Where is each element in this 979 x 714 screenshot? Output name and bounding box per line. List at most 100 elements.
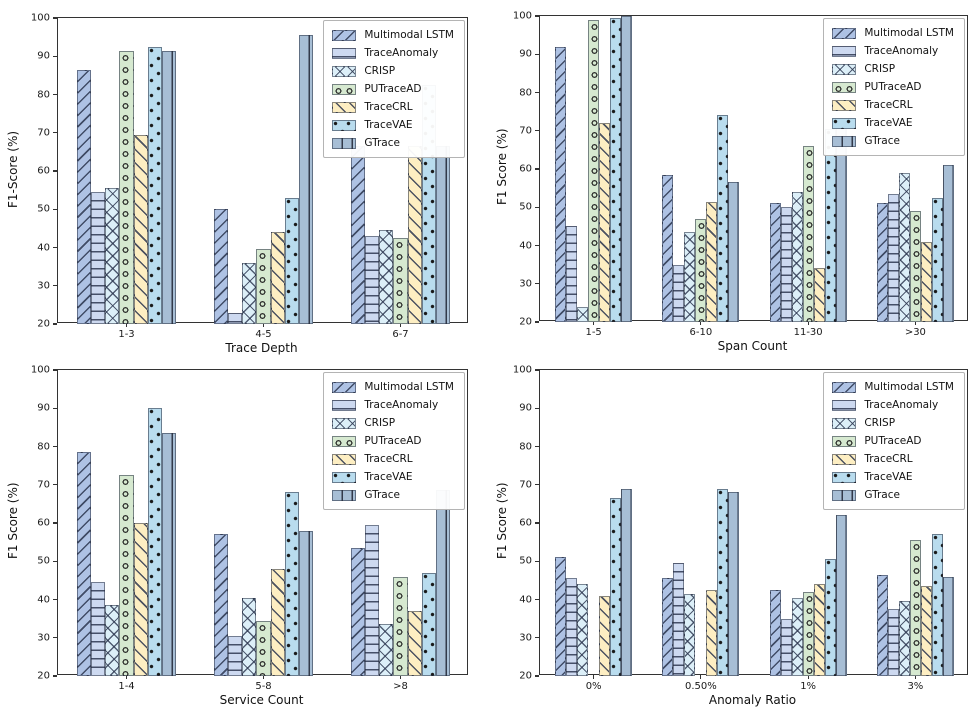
legend-swatch-multimodal-lstm: [832, 27, 857, 39]
bar-traceanomaly: [673, 563, 685, 676]
y-tick-label: 100: [512, 10, 532, 22]
y-tick-mark: [53, 170, 57, 172]
y-tick-label: 50: [519, 555, 532, 567]
y-tick-label: 20: [37, 318, 50, 330]
bar-gtrace: [621, 16, 633, 322]
bar-traceanomaly: [780, 207, 792, 322]
y-tick-label: 80: [519, 441, 532, 452]
y-tick-label: 70: [37, 479, 50, 491]
bar-putracead: [802, 591, 814, 676]
legend-swatch-traceanomaly: [332, 47, 357, 59]
legend-label: CRISP: [864, 63, 896, 75]
bar-traceanomaly: [566, 578, 578, 676]
bar-crisp: [105, 605, 120, 676]
y-tick-label: 60: [519, 163, 532, 175]
legend-item: TraceAnomaly: [332, 44, 454, 62]
bar-gtrace: [161, 50, 176, 324]
legend-swatch-putracead: [332, 435, 357, 447]
legend-label: TraceCRL: [364, 101, 413, 113]
bar-tracecrl: [706, 201, 718, 322]
y-tick-mark: [53, 246, 57, 249]
bar-traceanomaly: [228, 312, 243, 324]
legend-swatch-crisp: [832, 417, 857, 429]
bar-crisp: [898, 601, 910, 676]
bar-tracecrl: [599, 123, 611, 322]
y-tick-mark: [53, 445, 57, 448]
bar-traceanomaly: [780, 618, 792, 676]
x-tick-mark: [593, 321, 595, 325]
legend-label: Multimodal LSTM: [364, 381, 454, 393]
x-tick-label: 5-8: [255, 681, 272, 692]
x-tick-label: >8: [393, 681, 408, 692]
y-tick-label: 100: [30, 12, 50, 24]
legend-swatch-tracevae: [332, 471, 357, 483]
y-tick-label: 60: [37, 165, 50, 177]
y-tick-label: 20: [37, 670, 50, 682]
legend-swatch-traceanomaly: [832, 399, 857, 411]
bar-tracevae: [610, 17, 622, 322]
bar-traceanomaly: [887, 609, 899, 676]
x-tick-label: 3%: [907, 681, 924, 692]
y-tick-mark: [535, 598, 539, 601]
x-tick-label: 0.50%: [684, 681, 717, 692]
legend-item: PUTraceAD: [832, 78, 954, 96]
y-tick-label: 50: [37, 555, 50, 567]
y-tick-mark: [53, 484, 57, 486]
x-tick-mark: [700, 675, 702, 679]
legend-swatch-crisp: [832, 63, 857, 75]
bar-crisp: [379, 230, 394, 324]
y-tick-label: 20: [519, 670, 532, 682]
y-tick-mark: [535, 206, 539, 208]
bar-crisp: [684, 593, 696, 676]
bar-traceanomaly: [673, 264, 685, 322]
bar-tracecrl: [270, 568, 285, 676]
y-tick-label: 50: [37, 203, 50, 215]
y-tick-label: 40: [519, 240, 532, 251]
bar-multimodal-lstm: [876, 203, 888, 322]
x-tick-mark: [593, 675, 595, 679]
x-axis-label: Service Count: [219, 693, 304, 707]
bar-multimodal-lstm: [214, 209, 229, 324]
y-tick-mark: [53, 407, 57, 409]
legend-item: Multimodal LSTM: [832, 24, 954, 42]
y-tick-mark: [535, 168, 539, 170]
x-tick-mark: [700, 321, 702, 325]
legend-item: PUTraceAD: [332, 80, 454, 98]
plot-area: 20 30 40 50 60 70 80 90 100 1-4 5-8 >8 Multimodal LS…: [31, 365, 468, 692]
legend-label: CRISP: [864, 417, 896, 429]
bar-gtrace: [435, 146, 450, 324]
bar-multimodal-lstm: [555, 46, 567, 322]
legend-item: TraceCRL: [832, 96, 954, 114]
legend-item: TraceCRL: [332, 450, 454, 468]
y-tick-label: 30: [519, 632, 532, 644]
bar-putracead: [119, 50, 134, 324]
y-tick-label: 30: [519, 278, 532, 290]
y-tick-mark: [535, 15, 539, 17]
x-tick-mark: [262, 675, 265, 679]
y-tick-mark: [535, 407, 539, 409]
legend-label: Multimodal LSTM: [864, 27, 954, 39]
x-axis-label: Anomaly Ratio: [708, 693, 797, 707]
x-tick-mark: [399, 323, 402, 327]
bar-tracevae: [284, 197, 299, 324]
y-tick-label: 40: [519, 594, 532, 605]
y-tick-mark: [535, 675, 539, 677]
legend-swatch-tracecrl: [832, 99, 857, 111]
y-tick-mark: [535, 369, 539, 371]
bar-tracecrl: [813, 584, 825, 676]
legend-item: TraceAnomaly: [832, 42, 954, 60]
bar-putracead: [256, 249, 271, 324]
bar-crisp: [242, 597, 257, 676]
bar-multimodal-lstm: [351, 146, 366, 324]
y-tick-label: 70: [37, 127, 50, 139]
bar-multimodal-lstm: [769, 589, 781, 676]
y-tick-mark: [535, 244, 539, 247]
bar-crisp: [577, 584, 589, 676]
y-axis-label: F1 Score (%): [495, 482, 509, 560]
legend-swatch-gtrace: [832, 135, 857, 147]
legend-label: TraceAnomaly: [864, 45, 939, 57]
legend: Multimodal LSTM TraceAnomaly CRISP PUTraceA…: [323, 372, 465, 510]
bar-multimodal-lstm: [214, 534, 229, 676]
y-tick-label: 90: [37, 50, 50, 62]
legend-item: GTrace: [332, 134, 454, 152]
